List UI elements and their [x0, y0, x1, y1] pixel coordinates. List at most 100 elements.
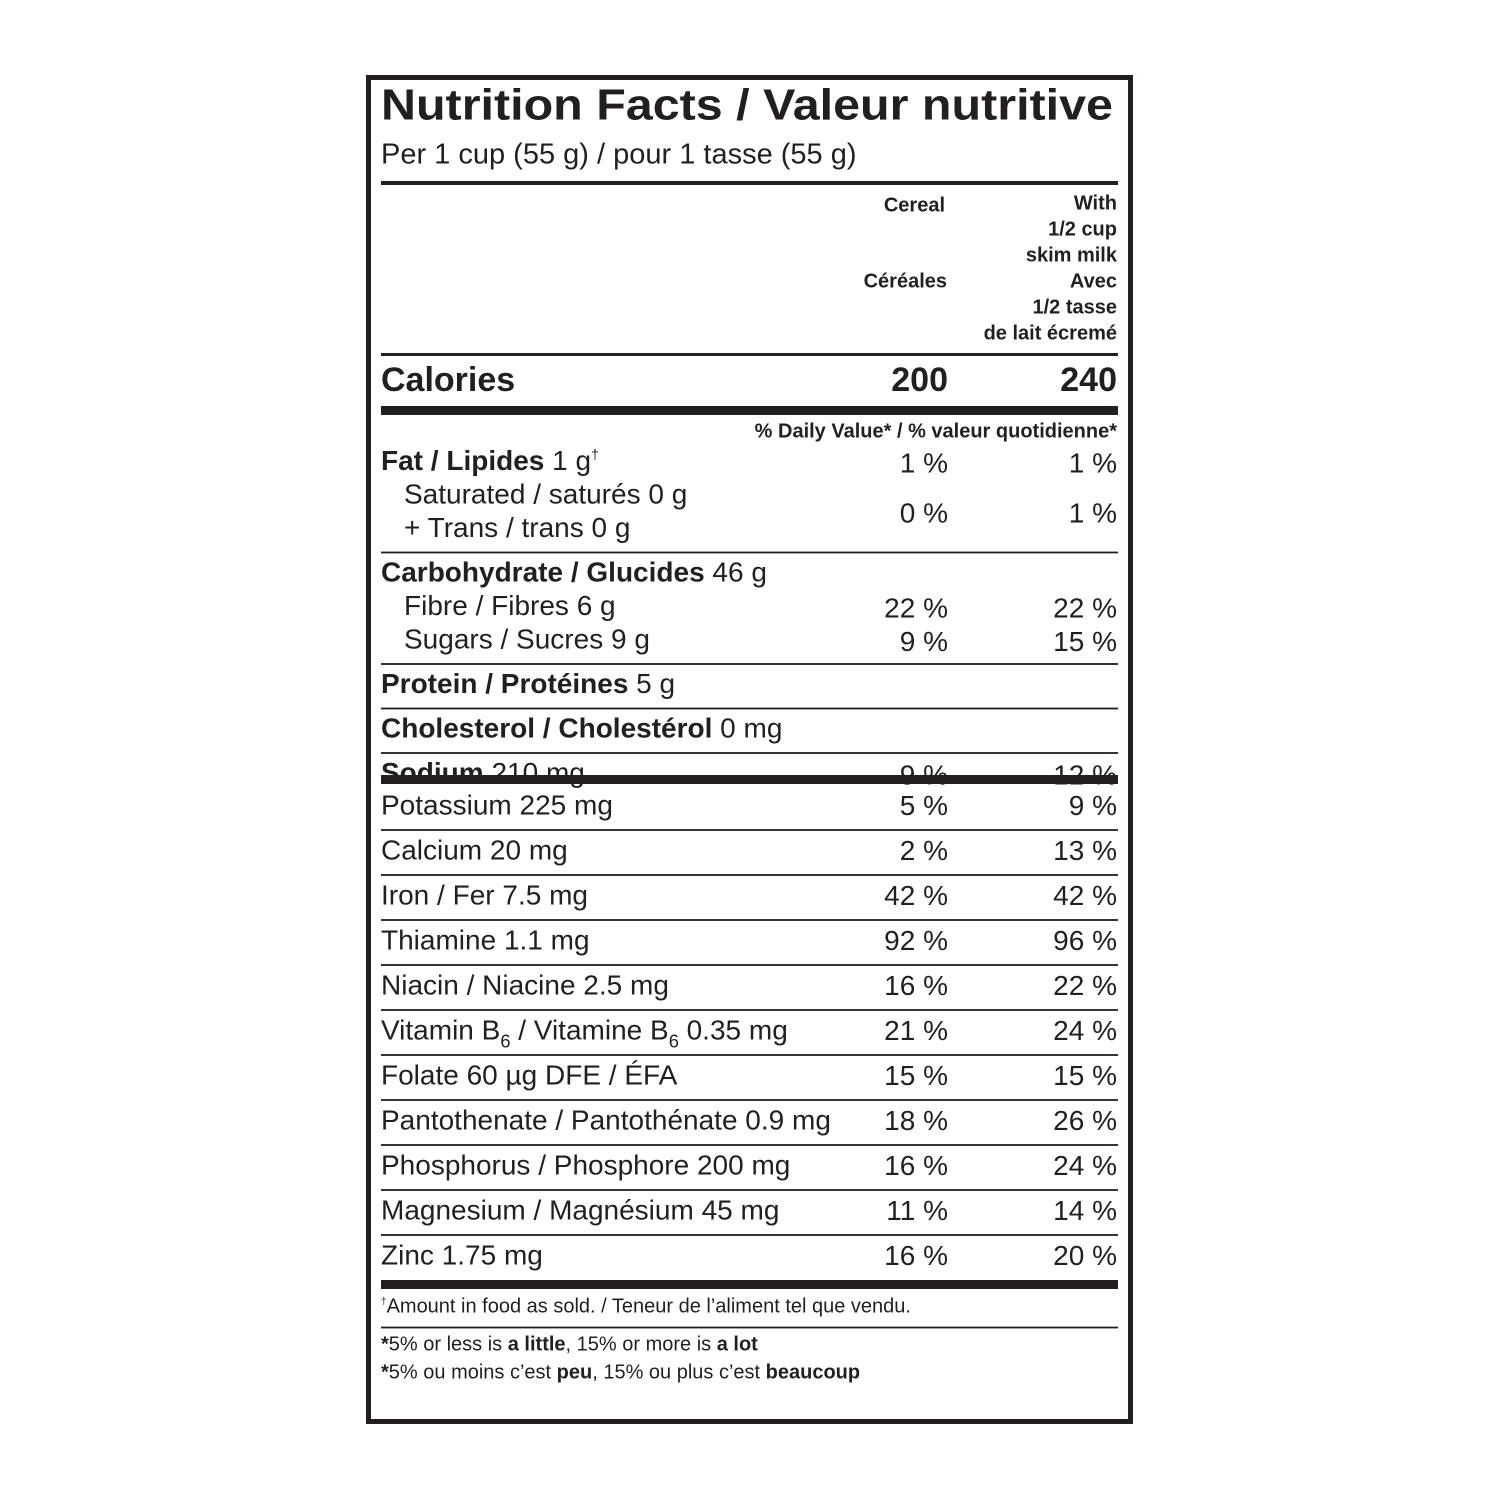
- daily-value: 16 %: [884, 970, 948, 1001]
- nutrient-label: Phosphorus / Phosphore 200 mg: [381, 1150, 790, 1181]
- rule: [381, 1099, 1118, 1101]
- text-segment: Carbohydrate / Glucides: [381, 557, 705, 588]
- text-segment: Phosphorus / Phosphore 200 mg: [381, 1150, 790, 1181]
- title: Nutrition Facts / Valeur nutritive: [381, 81, 1113, 130]
- text-segment: / Vitamine B: [510, 1015, 668, 1046]
- nutrient-label: Protein / Protéines 5 g: [381, 668, 675, 699]
- daily-value: 13 %: [1053, 835, 1117, 866]
- nutrient-label: Pantothenate / Pantothénate 0.9 mg: [381, 1105, 831, 1136]
- text-segment: Iron / Fer 7.5 mg: [381, 880, 588, 911]
- text-segment: Vitamin B: [381, 1015, 500, 1046]
- rule: [381, 964, 1118, 966]
- column-header: 1/2 tasse: [1032, 296, 1117, 318]
- text-segment: Amount in food as sold. / Teneur de l’al…: [387, 1296, 911, 1318]
- daily-value: 96 %: [1053, 925, 1117, 956]
- daily-value: 92 %: [884, 925, 948, 956]
- text-segment: Sugars / Sucres 9 g: [404, 624, 650, 655]
- daily-value: 12 %: [1053, 759, 1117, 790]
- text-segment: 1 g: [544, 445, 591, 476]
- rule: [381, 663, 1118, 665]
- text-segment: 46 g: [705, 557, 767, 588]
- text-segment: Fibre / Fibres 6 g: [404, 590, 616, 621]
- text-segment: a lot: [717, 1334, 758, 1356]
- daily-value: 16 %: [884, 1150, 948, 1181]
- daily-value: 11 %: [886, 1195, 948, 1226]
- text-segment: Folate 60 µg DFE / ÉFA: [381, 1060, 678, 1091]
- serving-size: Per 1 cup (55 g) / pour 1 tasse (55 g): [381, 139, 857, 171]
- rule: [381, 406, 1118, 415]
- rule: [381, 707, 1118, 710]
- daily-value: 22 %: [1053, 592, 1117, 623]
- text-segment: †: [591, 446, 599, 462]
- nutrient-label: Folate 60 µg DFE / ÉFA: [381, 1060, 678, 1091]
- text-segment: 6: [500, 1031, 510, 1051]
- rule: [381, 551, 1118, 554]
- rule: [381, 1054, 1118, 1056]
- text-segment: beaucoup: [766, 1362, 860, 1384]
- text-segment: peu: [557, 1362, 593, 1384]
- daily-value: 24 %: [1053, 1015, 1117, 1046]
- text-segment: Zinc 1.75 mg: [381, 1240, 543, 1271]
- rule: [381, 1009, 1118, 1011]
- rule: [381, 829, 1118, 831]
- nutrient-label: Iron / Fer 7.5 mg: [381, 880, 588, 911]
- rule: [381, 1280, 1118, 1289]
- text-segment: , 15% or more is: [566, 1334, 717, 1356]
- daily-value: 0 %: [900, 498, 948, 529]
- text-segment: †: [381, 1297, 387, 1308]
- daily-value: 9 %: [900, 759, 948, 790]
- text-segment: Niacin / Niacine 2.5 mg: [381, 970, 669, 1001]
- text-segment: 0.35 mg: [679, 1015, 788, 1046]
- nutrient-label: + Trans / trans 0 g: [404, 512, 630, 543]
- daily-value: 1 %: [1069, 498, 1117, 529]
- text-segment: 6: [669, 1031, 679, 1051]
- column-header: With: [1074, 192, 1117, 214]
- label-border: [366, 75, 1133, 1424]
- column-header: Avec: [1070, 270, 1117, 292]
- rule: [381, 919, 1118, 921]
- nutrient-label: Magnesium / Magnésium 45 mg: [381, 1195, 779, 1226]
- text-segment: *: [381, 1362, 389, 1384]
- calories-value: 200: [891, 361, 948, 399]
- text-segment: + Trans / trans 0 g: [404, 512, 630, 543]
- text-segment: 5 g: [628, 668, 675, 699]
- rule: [381, 181, 1118, 185]
- rule: [381, 1144, 1118, 1146]
- footnote: †Amount in food as sold. / Teneur de l’a…: [381, 1296, 911, 1318]
- text-segment: 5% or less is: [389, 1334, 508, 1356]
- nutrient-label: Calcium 20 mg: [381, 835, 568, 866]
- nutrient-label: Potassium 225 mg: [381, 790, 613, 821]
- nutrient-label: Sugars / Sucres 9 g: [404, 624, 650, 655]
- daily-value: 9 %: [1069, 790, 1117, 821]
- rule: [381, 1326, 1118, 1329]
- daily-value: 9 %: [900, 626, 948, 657]
- daily-value: 16 %: [884, 1240, 948, 1271]
- text-segment: Saturated / saturés 0 g: [404, 479, 687, 510]
- column-header: de lait écremé: [984, 322, 1117, 344]
- text-segment: , 15% ou plus c’est: [592, 1362, 765, 1384]
- calories-value: 240: [1060, 361, 1117, 399]
- text-segment: Magnesium / Magnésium 45 mg: [381, 1195, 779, 1226]
- text-segment: Fat / Lipides: [381, 445, 544, 476]
- column-header: Cereal: [884, 194, 945, 216]
- column-header: Céréales: [864, 270, 947, 292]
- text-segment: Protein / Protéines: [381, 668, 628, 699]
- rule: [381, 775, 1118, 784]
- text-segment: Potassium 225 mg: [381, 790, 613, 821]
- daily-value: 5 %: [900, 790, 948, 821]
- daily-value: 20 %: [1053, 1240, 1117, 1271]
- daily-value: 22 %: [1053, 970, 1117, 1001]
- daily-value: 22 %: [884, 592, 948, 623]
- daily-value: 1 %: [900, 447, 948, 478]
- text-segment: Cholesterol / Cholestérol: [381, 713, 712, 744]
- daily-value: 1 %: [1069, 447, 1117, 478]
- nutrient-label: Cholesterol / Cholestérol 0 mg: [381, 713, 782, 744]
- text-segment: 0 mg: [712, 713, 782, 744]
- text-segment: Pantothenate / Pantothénate 0.9 mg: [381, 1105, 831, 1136]
- nutrient-label: Vitamin B6 / Vitamine B6 0.35 mg: [381, 1015, 788, 1051]
- daily-value: 15 %: [884, 1060, 948, 1091]
- nutrient-label: Fat / Lipides 1 g†: [381, 445, 599, 476]
- daily-value: 2 %: [900, 835, 948, 866]
